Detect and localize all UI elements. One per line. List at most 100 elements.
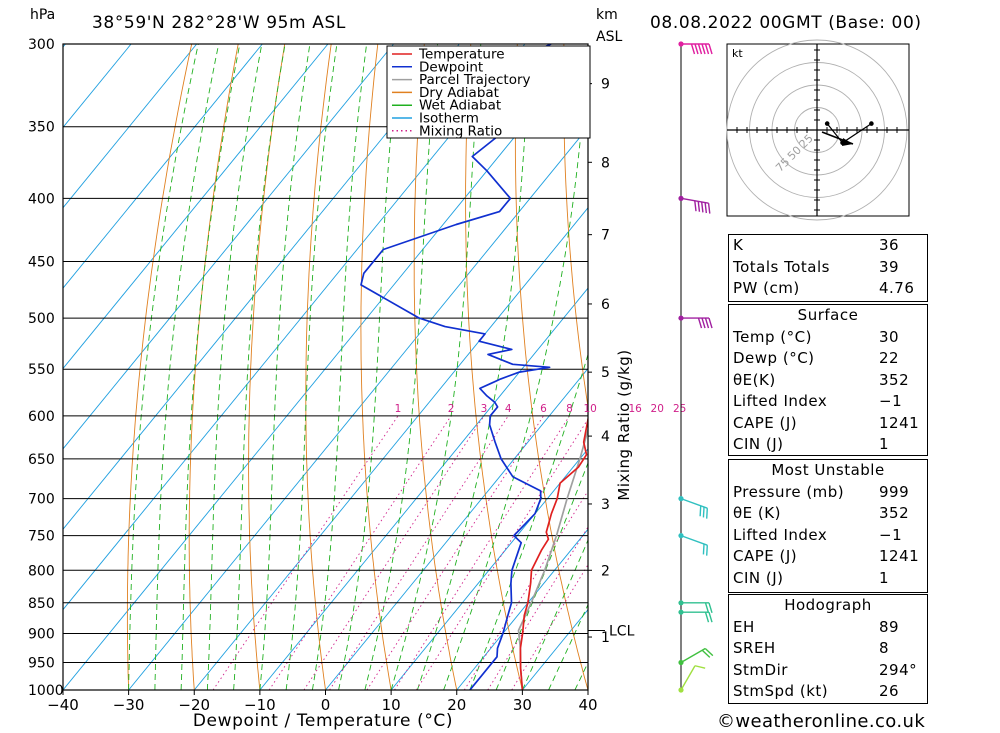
most-unstable-value: 352 bbox=[879, 504, 910, 522]
mixing-ratio-labels: 1 2 3 4 6 8 10 16 20 25 bbox=[395, 403, 687, 415]
most-unstable-label: CIN (J) bbox=[733, 568, 784, 587]
series-dewpoint bbox=[360, 44, 552, 690]
wind-barb-flag bbox=[708, 611, 713, 623]
isotherm-line bbox=[63, 44, 526, 611]
wind-barb-flag bbox=[694, 43, 699, 55]
wind-barb-flag bbox=[708, 317, 713, 329]
hpa-unit-label: hPa bbox=[30, 7, 55, 23]
run-title: 08.08.2022 00GMT (Base: 00) bbox=[650, 13, 922, 33]
x-axis-title: Dewpoint / Temperature (°C) bbox=[193, 711, 453, 731]
x-tick-label: 30 bbox=[513, 696, 532, 714]
isotherm-line bbox=[63, 44, 198, 209]
most-unstable-table: Most Unstable Pressure (mb) 999 θE (K) 352 L… bbox=[728, 459, 928, 593]
km-tick-label: 7 bbox=[601, 228, 610, 244]
mixing-ratio-label: 2 bbox=[448, 403, 455, 415]
index-label: Totals Totals bbox=[733, 257, 830, 276]
hodograph-point bbox=[824, 121, 830, 126]
km-tick-label: 5 bbox=[601, 365, 610, 381]
asl-label: ASL bbox=[596, 29, 622, 45]
km-tick-label: 2 bbox=[601, 563, 610, 579]
wet-adiabat-line bbox=[233, 44, 286, 690]
most-unstable-label: Lifted Index bbox=[733, 525, 828, 544]
mixing-ratio-line bbox=[511, 563, 588, 690]
wind-barb-flag bbox=[708, 43, 713, 55]
most-unstable-row: Pressure (mb) 999 bbox=[729, 482, 927, 504]
mixing-ratio-line bbox=[268, 415, 452, 690]
x-tick-label: 40 bbox=[578, 696, 597, 714]
surface-row: θE(K) 352 bbox=[729, 370, 927, 392]
dry-adiabat-line bbox=[188, 44, 239, 690]
index-label: K bbox=[733, 236, 744, 254]
dry-adiabat-line bbox=[360, 44, 392, 690]
hodograph-stat-label: EH bbox=[733, 617, 755, 636]
x-tick-label: 20 bbox=[447, 696, 466, 714]
surface-value: 352 bbox=[879, 370, 910, 389]
index-value: 39 bbox=[879, 257, 900, 276]
wet-adiabat-line bbox=[443, 47, 588, 690]
credit-text: ©weatheronline.co.uk bbox=[717, 711, 925, 732]
wind-barb-flag bbox=[702, 506, 705, 518]
surface-value: −1 bbox=[879, 392, 903, 410]
mixing-ratio-label: 3 bbox=[481, 403, 488, 415]
isotherm-line bbox=[63, 44, 132, 129]
wind-barb-flag bbox=[701, 649, 711, 658]
hodograph-stat-label: SREH bbox=[733, 639, 776, 657]
wind-barb-flag bbox=[704, 202, 708, 214]
profile-series bbox=[360, 44, 588, 690]
km-unit-label: km bbox=[596, 7, 618, 23]
surface-table: Surface Temp (°C) 30 Dewp (°C) 22 θE(K) 352 Li… bbox=[728, 304, 928, 456]
pressure-tick-label: 400 bbox=[28, 191, 55, 207]
isotherm-line bbox=[456, 528, 588, 690]
index-value: 4.76 bbox=[879, 279, 915, 297]
mixing-ratio-label: 1 bbox=[395, 403, 402, 415]
index-label: PW (cm) bbox=[733, 279, 800, 297]
wind-barb-flag bbox=[700, 201, 704, 213]
isotherm-line bbox=[325, 367, 588, 690]
x-tick-label: 0 bbox=[321, 696, 331, 714]
isotherm-line bbox=[193, 207, 588, 690]
most-unstable-label: θE (K) bbox=[733, 504, 781, 522]
mixing-ratio-label: 25 bbox=[673, 403, 686, 415]
wind-barb-flag bbox=[704, 647, 714, 657]
surface-label: Dewp (°C) bbox=[733, 349, 815, 367]
hodograph-table-title: Hodograph bbox=[784, 596, 872, 614]
wet-adiabat-line bbox=[416, 44, 532, 690]
surface-row: Temp (°C) 30 bbox=[729, 327, 927, 349]
isotherm-line bbox=[63, 44, 329, 370]
surface-label: θE(K) bbox=[733, 370, 776, 389]
wet-adiabat-line bbox=[548, 603, 588, 690]
series-parcel-trajectory bbox=[517, 426, 588, 690]
wind-barb-flag bbox=[694, 200, 697, 212]
mixing-ratio-label: 20 bbox=[651, 403, 664, 415]
most-unstable-value: 999 bbox=[879, 482, 910, 501]
pressure-tick-label: 500 bbox=[28, 311, 55, 327]
most-unstable-row: θE (K) 352 bbox=[729, 503, 927, 525]
hodograph-stat-label: StmDir bbox=[733, 660, 788, 679]
mixing-ratio-label: 16 bbox=[628, 403, 642, 415]
wet-adiabat-line bbox=[469, 352, 588, 690]
wind-barb-flag bbox=[701, 43, 706, 55]
pressure-tick-label: 700 bbox=[28, 492, 55, 508]
isotherm-line bbox=[63, 44, 263, 289]
km-tick-label: 9 bbox=[601, 77, 610, 93]
x-tick-label: −30 bbox=[113, 696, 145, 714]
surface-row: CAPE (J) 1241 bbox=[729, 413, 927, 435]
wind-barb-flag bbox=[694, 665, 706, 669]
most-unstable-title: Most Unstable bbox=[771, 461, 885, 479]
index-row: Totals Totals 39 bbox=[729, 257, 927, 279]
hodograph-stat-value: 89 bbox=[879, 617, 900, 636]
x-tick-label: −20 bbox=[178, 696, 210, 714]
surface-value: 1241 bbox=[879, 413, 920, 432]
mixing-ratio-line bbox=[416, 418, 588, 690]
surface-value: 30 bbox=[879, 327, 900, 346]
wind-barb-flag bbox=[690, 43, 696, 55]
pressure-tick-label: 350 bbox=[28, 120, 55, 136]
lcl-label: LCL bbox=[609, 623, 635, 639]
wind-barb-staff bbox=[680, 665, 696, 691]
pressure-tick-label: 600 bbox=[28, 409, 55, 425]
mixing-ratio-lines bbox=[212, 415, 588, 690]
legend-entry: Temperature bbox=[418, 47, 505, 63]
surface-label: CAPE (J) bbox=[733, 413, 798, 432]
